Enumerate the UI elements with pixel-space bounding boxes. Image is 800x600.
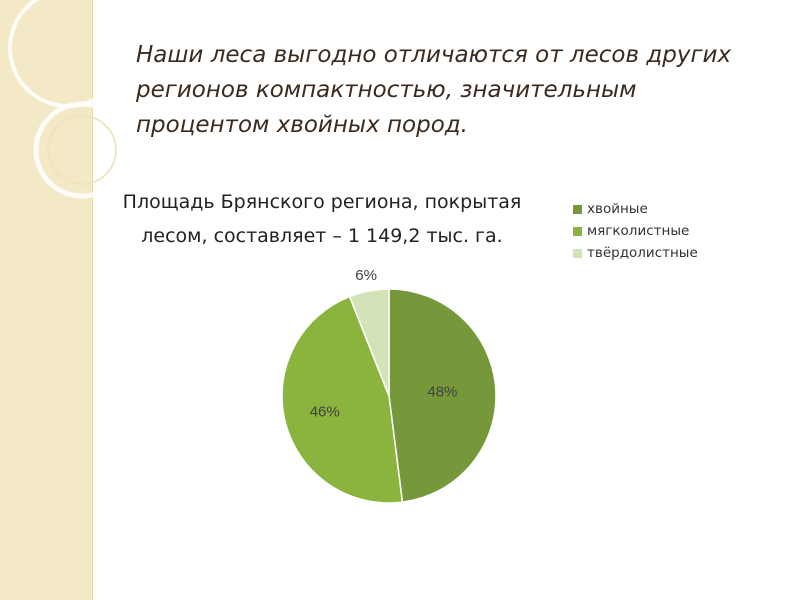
legend-swatch [573,248,582,258]
data-label-твёрдолистные: 6% [355,267,377,284]
pie-slice-мягколистные [281,295,404,504]
chart-legend: хвойные мягколистные твёрдолистные [573,198,698,264]
legend-label: твёрдолистные [587,245,698,261]
subtitle-line-2: лесом, составляет – 1 149,2 тыс. га. [141,225,503,247]
side-divider [92,0,93,600]
legend-item-хвойные: хвойные [573,198,698,220]
slide-subtitle: Площадь Брянского региона, покрытая лесо… [92,185,552,253]
legend-label: хвойные [587,201,648,217]
legend-swatch [573,204,582,214]
legend-swatch [573,226,582,236]
pie-slice-твёрдолистные [348,288,390,397]
subtitle-line-1: Площадь Брянского региона, покрытая [122,191,522,213]
decorative-rings [8,0,131,199]
legend-item-мягколистные: мягколистные [573,220,698,242]
legend-item-твёрдолистные: твёрдолистные [573,242,698,264]
pie-slice-хвойные [388,288,497,503]
legend-label: мягколистные [587,223,690,239]
data-label-хвойные: 48% [427,384,457,401]
data-label-мягколистные: 46% [310,403,340,420]
slide-title: Наши леса выгодно отличаются от лесов др… [136,42,732,138]
